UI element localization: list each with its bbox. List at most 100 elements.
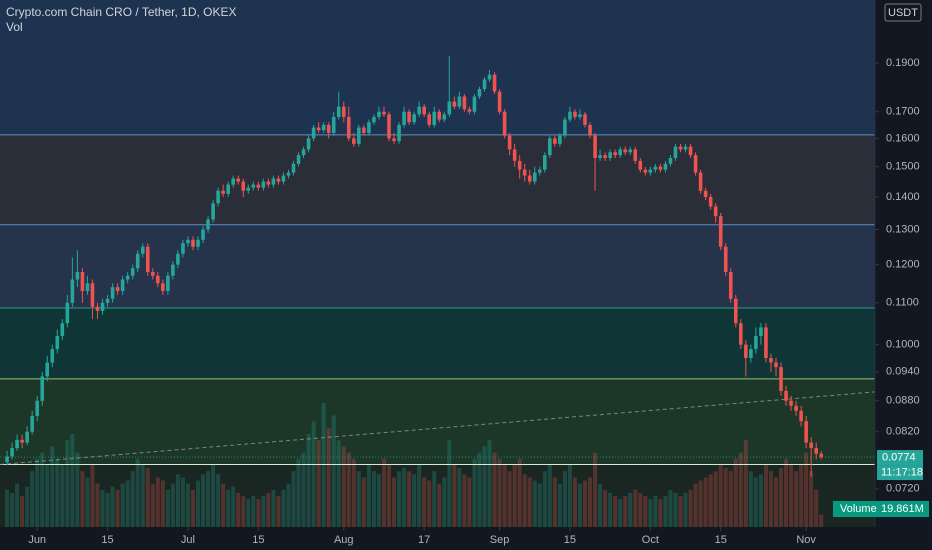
currency-box[interactable] (884, 3, 922, 22)
volume-bar (477, 452, 482, 527)
volume-bar (85, 477, 90, 527)
candle-body (326, 124, 331, 133)
volume-bar (517, 458, 522, 527)
volume-bar (221, 483, 226, 527)
candle-body (583, 114, 587, 125)
volume-bar (110, 486, 115, 527)
x-tick-label: Jun (28, 534, 46, 546)
candle-body (226, 184, 230, 194)
candle-body (819, 453, 824, 458)
volume-bar (789, 465, 794, 527)
volume-bar (733, 458, 738, 527)
level-band (0, 308, 875, 379)
volume-layer (5, 403, 824, 527)
volume-bar (663, 496, 668, 527)
candle-body (462, 96, 467, 110)
candle-body (728, 271, 733, 299)
volume-bar (718, 465, 723, 527)
candle-body (70, 279, 75, 303)
volume-bar (236, 492, 241, 527)
candle-body (593, 135, 597, 158)
volume-bar (201, 474, 206, 527)
level-band (0, 464, 875, 527)
candle-body (558, 135, 562, 144)
candle-body (563, 119, 567, 136)
volume-bar (296, 458, 301, 527)
volume-bar (135, 458, 140, 527)
x-tick-label: Nov (796, 534, 816, 546)
volume-bar (537, 483, 542, 527)
volume-bar (311, 421, 316, 527)
candle-body (10, 448, 14, 457)
volume-bar (185, 483, 190, 527)
candle-body (216, 190, 220, 204)
candle-body (171, 264, 175, 276)
volume-bar (819, 514, 824, 527)
volume-bar (583, 480, 588, 527)
volume-legend: Vol (6, 20, 23, 34)
volume-bar (256, 499, 261, 527)
candle-body (161, 283, 165, 292)
candle-body (733, 298, 738, 324)
volume-bar (65, 440, 70, 527)
candle-body (769, 358, 773, 363)
candle-body (653, 166, 658, 170)
volume-bar (572, 477, 577, 527)
volume-bar (40, 452, 45, 527)
candle-body (668, 157, 673, 164)
volume-bar (150, 483, 155, 527)
volume-bar (758, 474, 763, 527)
candle-body (85, 283, 90, 292)
volume-bar (291, 471, 296, 527)
candle-body (156, 275, 160, 284)
volume-bar (613, 496, 618, 527)
candle-body (432, 111, 437, 125)
candle-body (477, 89, 482, 97)
volume-bar (95, 483, 100, 527)
candle-body (588, 124, 592, 136)
volume-bar (130, 471, 135, 527)
candle-body (522, 169, 527, 176)
volume-bar (70, 434, 75, 527)
volume-bar (768, 471, 773, 527)
candle-body (608, 152, 612, 158)
currency-label[interactable]: USDT (888, 7, 918, 19)
trend-line (0, 391, 876, 466)
volume-bar (316, 440, 321, 527)
volume-bar (387, 465, 392, 527)
candle-body (50, 349, 55, 363)
volume-bar (366, 465, 371, 527)
volume-bar (196, 480, 201, 527)
candle-body (507, 135, 512, 150)
candle-body (412, 114, 416, 123)
y-tick-label: 0.1700 (886, 106, 920, 118)
volume-bar (226, 489, 231, 527)
candle-body (357, 127, 361, 144)
candle-body (352, 138, 356, 144)
axis-layer: 0.1900 0.1700 0.1600 0.1500 0.1400 0.1300 0.12… (28, 0, 920, 546)
volume-bar (658, 499, 663, 527)
volume-bar (748, 471, 753, 527)
volume-bar (160, 480, 165, 527)
volume-bar (593, 452, 598, 527)
volume-bar (75, 452, 80, 527)
volume-bar (412, 474, 417, 527)
candle-body (658, 166, 663, 170)
candle-body (201, 229, 205, 240)
candle-body (804, 421, 808, 443)
volume-bar (286, 483, 291, 527)
level-band (0, 224, 875, 309)
countdown-tag (877, 465, 923, 481)
candle-body (95, 306, 100, 311)
candle-body (512, 149, 517, 161)
candle-body (251, 184, 256, 188)
candle-body (321, 124, 326, 131)
candle-body (698, 172, 703, 191)
candle-body (221, 190, 225, 194)
candle-body (543, 155, 547, 170)
candle-body (140, 246, 145, 254)
volume-bar (703, 477, 708, 527)
level-band (0, 134, 875, 225)
bands (0, 0, 875, 527)
volume-bar (678, 496, 683, 527)
